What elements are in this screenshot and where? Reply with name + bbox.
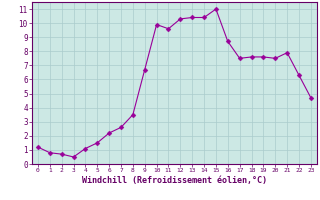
- X-axis label: Windchill (Refroidissement éolien,°C): Windchill (Refroidissement éolien,°C): [82, 176, 267, 185]
